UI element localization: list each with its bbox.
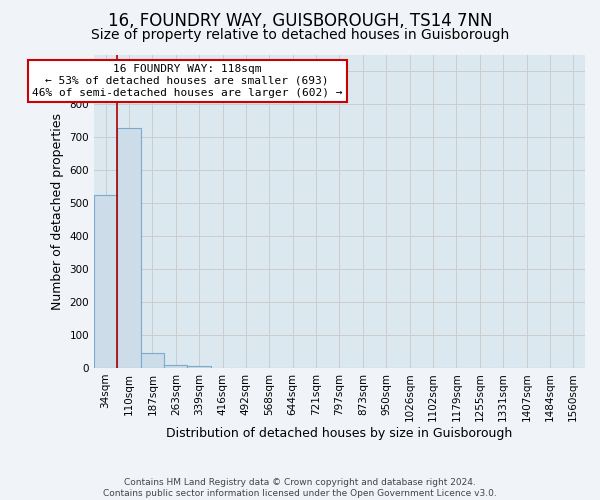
Bar (140, 353, 164, 368)
Text: Size of property relative to detached houses in Guisborough: Size of property relative to detached ho… (91, 28, 509, 42)
Y-axis label: Number of detached properties: Number of detached properties (51, 113, 64, 310)
X-axis label: Distribution of detached houses by size in Guisborough: Distribution of detached houses by size … (166, 427, 512, 440)
Text: 16, FOUNDRY WAY, GUISBOROUGH, TS14 7NN: 16, FOUNDRY WAY, GUISBOROUGH, TS14 7NN (108, 12, 492, 30)
Text: 16 FOUNDRY WAY: 118sqm
← 53% of detached houses are smaller (693)
46% of semi-de: 16 FOUNDRY WAY: 118sqm ← 53% of detached… (32, 64, 343, 98)
Bar (187, 366, 211, 368)
Text: Contains HM Land Registry data © Crown copyright and database right 2024.
Contai: Contains HM Land Registry data © Crown c… (103, 478, 497, 498)
Bar (164, 364, 187, 368)
Bar (117, 128, 140, 368)
Bar (94, 195, 117, 368)
